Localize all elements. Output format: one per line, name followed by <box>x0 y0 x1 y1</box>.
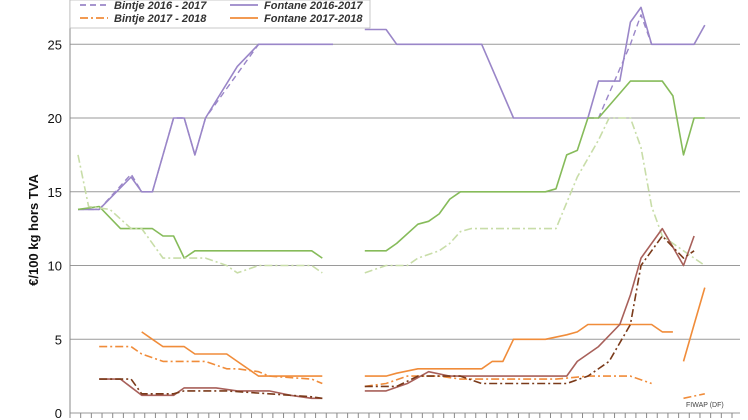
series-line <box>77 154 323 274</box>
legend: Bintje 2016 - 2017 Fontane 2016-2017 Bintj… <box>69 0 371 29</box>
series-line <box>682 287 706 362</box>
series-lines <box>77 6 706 400</box>
series-line <box>364 80 705 252</box>
legend-label: Bintje 2017 - 2018 <box>114 13 207 25</box>
series-line <box>683 393 705 400</box>
series-line <box>77 205 323 259</box>
legend-label: Fontane 2017-2018 <box>264 13 363 25</box>
series-line <box>78 43 333 211</box>
legend-box <box>69 0 371 29</box>
series-line <box>364 117 706 274</box>
gridlines <box>70 43 740 414</box>
series-line <box>364 323 673 377</box>
series-line <box>99 378 323 400</box>
y-tick-label: 0 <box>55 406 62 420</box>
series-line <box>99 378 323 400</box>
credit-text: FIWAP (DF) <box>686 402 724 409</box>
series-line <box>587 14 653 119</box>
y-tick-label: 10 <box>48 259 62 274</box>
legend-label: Bintje 2016 - 2017 <box>114 0 207 12</box>
series-line <box>364 227 695 392</box>
y-tick-label: 5 <box>55 332 62 347</box>
y-tick-label: 25 <box>48 37 62 52</box>
series-line <box>364 6 706 119</box>
axes: 0 5 10 15 20 25 <box>48 0 733 420</box>
y-axis-label: €/100 kg hors TVA <box>26 174 41 286</box>
y-tick-label: 15 <box>48 185 62 200</box>
series-line <box>364 235 695 388</box>
series-line <box>99 345 323 385</box>
series-line <box>141 331 323 377</box>
series-line <box>364 375 652 388</box>
y-tick-label: 20 <box>48 111 62 126</box>
series-line <box>78 43 333 211</box>
legend-label: Fontane 2016-2017 <box>264 0 363 12</box>
